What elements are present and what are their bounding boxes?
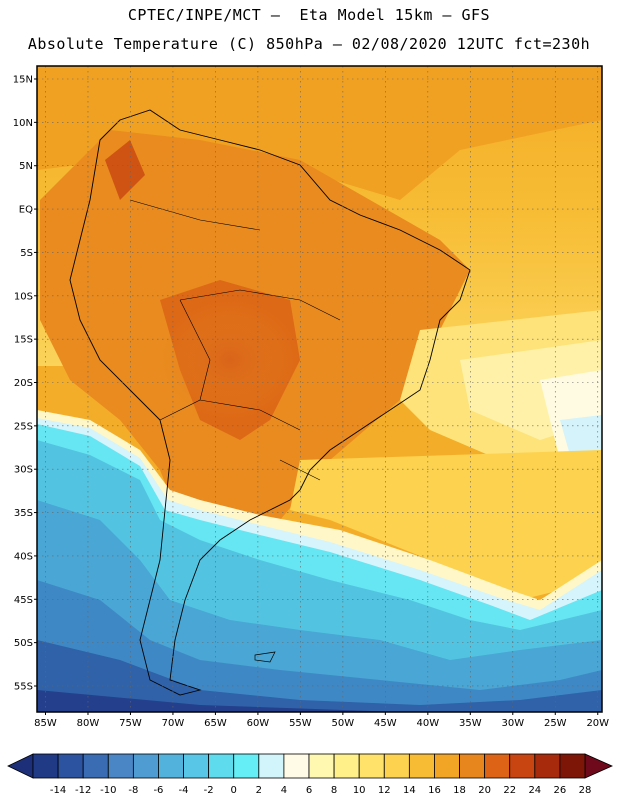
colorbar-label: -2 <box>204 785 214 796</box>
lat-tick-label: 35S <box>14 508 33 519</box>
lat-tick-label: 20S <box>14 378 33 389</box>
colorbar-label: 26 <box>554 785 567 796</box>
lon-tick-label: 80W <box>77 718 100 729</box>
lon-tick-label: 60W <box>247 718 270 729</box>
colorbar-swatch <box>459 753 486 779</box>
lat-tick-label: 45S <box>14 595 33 606</box>
colorbar-swatch <box>132 753 159 779</box>
colorbar-label: 20 <box>478 785 491 796</box>
colorbar: -14 -12 -10 -8 -6 -4 -2 0 2 4 6 8 10 12 14 16 18 20 22 24 26… <box>7 753 613 796</box>
lat-tick-label: 50S <box>14 638 33 649</box>
colorbar-label: 4 <box>281 785 287 796</box>
lat-tick-label: 5S <box>20 248 33 259</box>
colorbar-label: 16 <box>428 785 441 796</box>
colorbar-swatch <box>82 753 109 779</box>
colorbar-swatch <box>509 753 536 779</box>
colorbar-label: 10 <box>353 785 366 796</box>
lon-tick-label: 50W <box>332 718 355 729</box>
colorbar-swatch <box>383 753 410 779</box>
colorbar-swatch <box>158 753 184 779</box>
lat-tick-label: 30S <box>14 465 33 476</box>
lat-tick-label: 55S <box>14 681 33 692</box>
colorbar-label: 6 <box>306 785 312 796</box>
colorbar-swatch <box>358 753 385 779</box>
lon-tick-label: 45W <box>374 718 397 729</box>
colorbar-swatch <box>308 753 335 779</box>
lat-tick-label: 10S <box>14 291 33 302</box>
colorbar-swatch <box>233 753 260 779</box>
colorbar-swatch <box>32 753 59 779</box>
colorbar-label: 18 <box>453 785 466 796</box>
colorbar-swatch <box>107 753 134 779</box>
lon-tick-label: 55W <box>289 718 312 729</box>
colorbar-swatch <box>559 753 586 779</box>
colorbar-label: 12 <box>378 785 391 796</box>
latitude-axis: 15N 10N 5N EQ 5S 10S 15S 20S 25S 30S 35S 40S 45S 50S 5… <box>13 75 37 692</box>
colorbar-swatch <box>434 753 460 779</box>
map-title: CPTEC/INPE/MCT – Eta Model 15km – GFS <box>127 6 491 24</box>
lat-tick-label: 25S <box>14 421 33 432</box>
colorbar-swatch <box>484 753 511 779</box>
colorbar-label: 2 <box>256 785 262 796</box>
colorbar-high-arrow <box>584 753 613 779</box>
lon-tick-label: 25W <box>544 718 567 729</box>
colorbar-label: -4 <box>179 785 189 796</box>
lat-tick-label: 15N <box>13 75 33 86</box>
lon-tick-label: 40W <box>417 718 440 729</box>
graticule <box>37 66 602 712</box>
temperature-field <box>37 66 602 712</box>
colorbar-label: -6 <box>153 785 163 796</box>
longitude-axis: 85W 80W 75W 70W 65W 60W 55W 50W 45W 40W 35W 30W 25W 2… <box>34 712 609 729</box>
lon-tick-label: 70W <box>162 718 185 729</box>
lat-tick-label: EQ <box>19 205 33 216</box>
colorbar-swatch <box>57 753 84 779</box>
lat-tick-label: 5N <box>19 161 33 172</box>
continent-outline <box>69 109 471 696</box>
colorbar-label: 28 <box>579 785 592 796</box>
colorbar-low-arrow <box>7 753 34 779</box>
lon-tick-label: 20W <box>586 718 609 729</box>
lat-tick-label: 40S <box>14 551 33 562</box>
colorbar-swatch <box>408 753 435 779</box>
colorbar-label: 14 <box>403 785 416 796</box>
colorbar-label: 8 <box>331 785 337 796</box>
colorbar-swatch <box>258 753 285 779</box>
map-frame <box>36 65 603 713</box>
colorbar-swatch <box>333 753 360 779</box>
lat-tick-label: 10N <box>13 118 33 129</box>
colorbar-label: -8 <box>128 785 138 796</box>
lon-tick-label: 35W <box>459 718 482 729</box>
colorbar-label: 0 <box>231 785 237 796</box>
colorbar-label: -14 <box>50 785 66 796</box>
lon-tick-label: 65W <box>204 718 227 729</box>
colorbar-label: -10 <box>100 785 116 796</box>
lon-tick-label: 30W <box>501 718 524 729</box>
lon-tick-label: 85W <box>34 718 57 729</box>
colorbar-label: 22 <box>503 785 516 796</box>
colorbar-swatch <box>534 753 561 779</box>
colorbar-swatch <box>183 753 210 779</box>
colorbar-label: 24 <box>528 785 541 796</box>
colorbar-label: -12 <box>75 785 91 796</box>
lon-tick-label: 75W <box>119 718 142 729</box>
map-subtitle: Absolute Temperature (C) 850hPa – 02/08/… <box>27 35 591 53</box>
lat-tick-label: 15S <box>14 335 33 346</box>
colorbar-swatch <box>283 753 310 779</box>
colorbar-swatch <box>208 753 235 779</box>
